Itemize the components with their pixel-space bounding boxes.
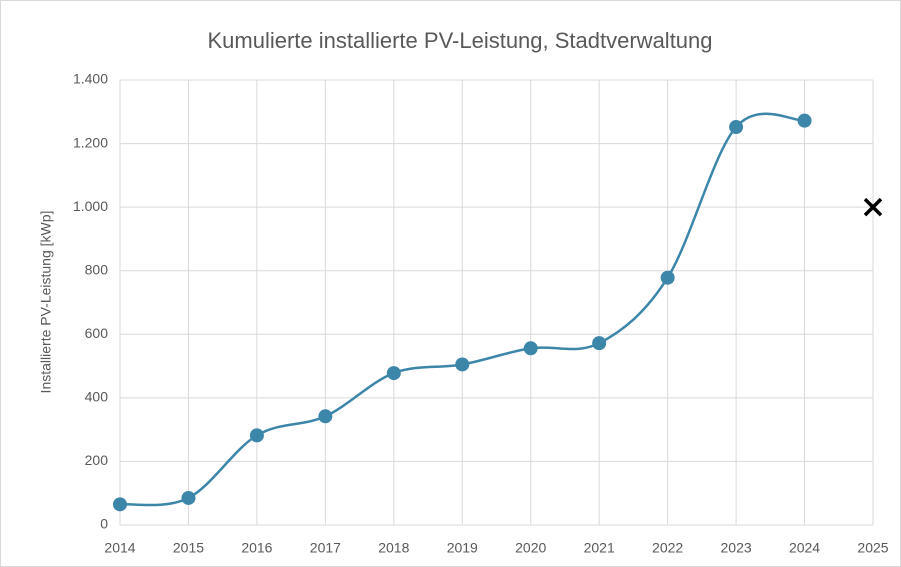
data-point xyxy=(249,428,264,443)
data-point xyxy=(181,490,196,505)
x-tick-label: 2023 xyxy=(721,540,752,556)
x-tick-label: 2024 xyxy=(789,540,820,556)
y-tick-label: 600 xyxy=(85,325,109,341)
y-tick-label: 800 xyxy=(85,261,109,277)
x-tick-label: 2016 xyxy=(241,540,272,556)
x-tick-label: 2021 xyxy=(584,540,615,556)
data-point xyxy=(113,497,127,512)
data-point xyxy=(455,357,470,372)
chart-title: Kumulierte installierte PV-Leistung, Sta… xyxy=(207,28,712,53)
y-axis-label: Installierte PV-Leistung [kWp] xyxy=(38,211,54,394)
x-tick-label: 2018 xyxy=(378,540,409,556)
data-point xyxy=(523,341,538,356)
x-tick-label: 2014 xyxy=(104,540,135,556)
data-point xyxy=(660,270,675,285)
y-tick-label: 1.400 xyxy=(73,71,108,87)
x-tick-label: 2017 xyxy=(310,540,341,556)
x-tick-label: 2022 xyxy=(652,540,683,556)
data-point xyxy=(386,366,401,381)
y-tick-label: 400 xyxy=(85,389,109,405)
x-tick-label: 2025 xyxy=(857,540,888,556)
x-tick-label: 2020 xyxy=(515,540,546,556)
data-point xyxy=(729,120,744,135)
y-tick-label: 1.000 xyxy=(73,198,108,214)
x-tick-label: 2019 xyxy=(447,540,478,556)
x-tick-label: 2015 xyxy=(173,540,204,556)
data-point xyxy=(592,336,607,351)
target-marker xyxy=(863,197,883,217)
y-tick-label: 1.200 xyxy=(73,134,108,150)
y-tick-label: 0 xyxy=(100,516,108,532)
y-tick-label: 200 xyxy=(85,452,109,468)
data-point xyxy=(318,409,333,424)
series-line xyxy=(119,112,805,507)
data-point xyxy=(797,113,812,128)
